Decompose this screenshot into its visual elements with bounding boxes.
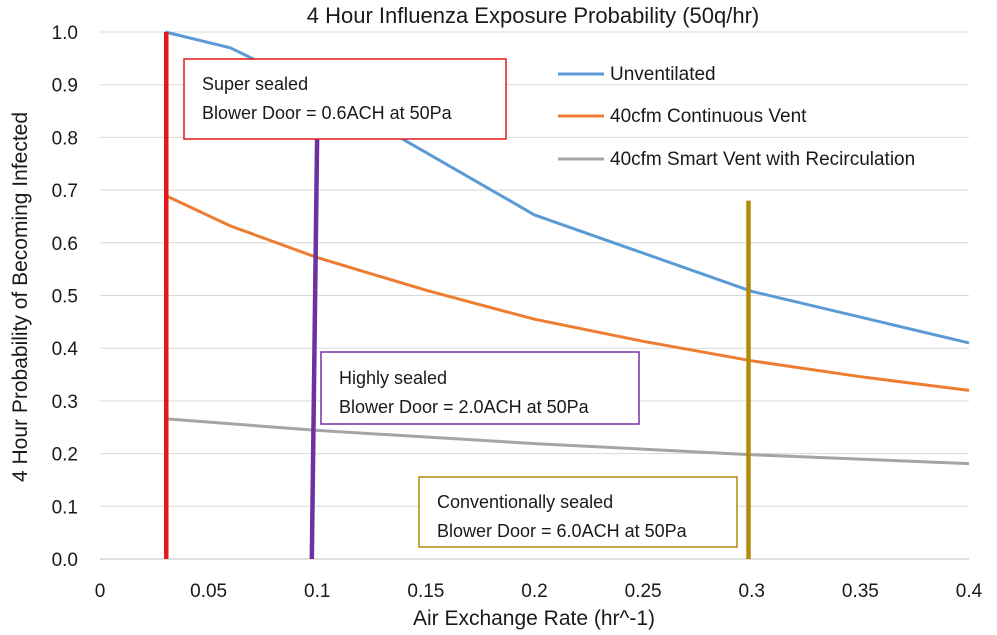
y-tick-label: 0.2	[52, 445, 78, 466]
legend-label-smart-vent: 40cfm Smart Vent with Recirculation	[610, 149, 915, 170]
y-tick-label: 1.0	[52, 23, 78, 44]
x-tick-label: 0.15	[407, 581, 444, 602]
series-line-0	[164, 30, 970, 345]
y-tick-label: 0.4	[52, 339, 79, 360]
x-tick-label: 0.4	[956, 581, 983, 602]
y-tick-label: 0.3	[52, 392, 78, 413]
x-tick-label: 0.35	[842, 581, 879, 602]
legend-label-continuous-vent: 40cfm Continuous Vent	[610, 106, 807, 127]
y-tick-label: 0.0	[52, 550, 78, 571]
sealing-level-markers	[164, 32, 751, 560]
annotation-highly-sealed-line-1: Highly sealed	[339, 368, 447, 388]
annotation-super-sealed-line-2: Blower Door = 0.6ACH at 50Pa	[202, 103, 453, 123]
annotation-highly-sealed: Highly sealed Blower Door = 2.0ACH at 50…	[320, 351, 640, 425]
x-tick-label: 0.05	[190, 581, 227, 602]
series-line-2	[165, 417, 970, 466]
marker-line-1	[309, 126, 320, 560]
y-axis-ticks: 0.0 0.1 0.2 0.3 0.4 0.5 0.6 0.7 0.8 0.9 1.0	[52, 23, 79, 571]
chart-title: 4 Hour Influenza Exposure Probability (5…	[307, 3, 759, 28]
x-tick-label: 0.1	[304, 581, 330, 602]
y-axis-label: 4 Hour Probability of Becoming Infected	[9, 112, 32, 482]
y-tick-label: 0.1	[52, 497, 78, 518]
x-tick-label: 0.2	[521, 581, 547, 602]
annotation-super-sealed-box	[183, 58, 507, 140]
gridlines	[100, 31, 969, 507]
y-tick-label: 0.6	[52, 234, 78, 255]
annotation-highly-sealed-line-2: Blower Door = 2.0ACH at 50Pa	[339, 397, 590, 417]
annotation-conventionally-sealed-box	[418, 476, 738, 548]
y-tick-label: 0.5	[52, 287, 78, 308]
legend: Unventilated 40cfm Continuous Vent 40cfm…	[558, 64, 915, 170]
y-tick-label: 0.9	[52, 76, 78, 97]
y-tick-label: 0.7	[52, 181, 78, 202]
x-tick-label: 0.3	[739, 581, 765, 602]
x-tick-label: 0	[95, 581, 106, 602]
annotation-conventionally-sealed: Conventionally sealed Blower Door = 6.0A…	[418, 476, 738, 548]
annotation-super-sealed: Super sealed Blower Door = 0.6ACH at 50P…	[183, 58, 507, 140]
y-tick-label: 0.8	[52, 128, 78, 149]
annotation-conventionally-sealed-line-2: Blower Door = 6.0ACH at 50Pa	[437, 521, 688, 541]
x-tick-label: 0.25	[625, 581, 662, 602]
x-axis-label: Air Exchange Rate (hr^-1)	[413, 607, 655, 630]
annotation-highly-sealed-box	[320, 351, 640, 425]
annotation-super-sealed-line-1: Super sealed	[202, 74, 308, 94]
data-series	[164, 30, 970, 466]
annotation-conventionally-sealed-line-1: Conventionally sealed	[437, 492, 613, 512]
series-line-1	[164, 194, 970, 392]
x-axis-ticks: 0 0.05 0.1 0.15 0.2 0.25 0.3 0.35 0.4	[95, 581, 983, 602]
legend-label-unventilated: Unventilated	[610, 64, 716, 85]
